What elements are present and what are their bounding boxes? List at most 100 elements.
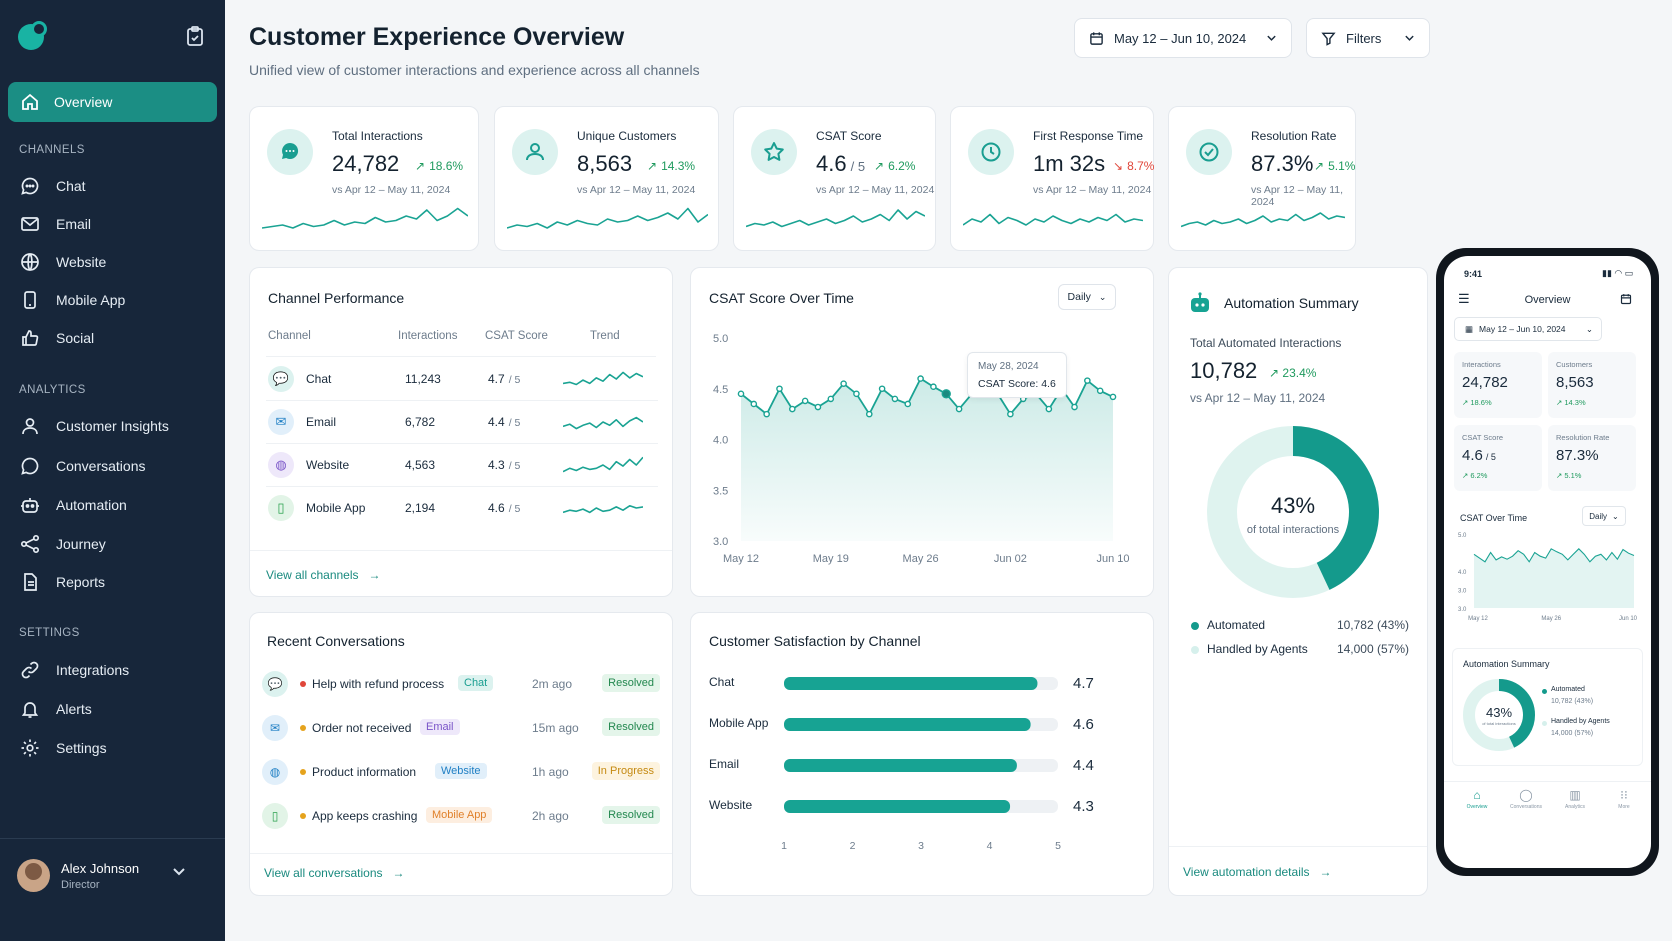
data-point[interactable] [917, 375, 924, 382]
data-point[interactable] [776, 385, 783, 393]
data-point[interactable] [865, 410, 873, 418]
bar[interactable] [784, 759, 1017, 772]
conversation-row[interactable]: 💬 Help with refund process Chat 2m ago Resol… [250, 665, 674, 705]
bar[interactable] [784, 677, 1038, 690]
app-logo[interactable] [18, 21, 47, 50]
clipboard-icon[interactable] [186, 26, 204, 46]
phone-date-picker[interactable]: ▦ May 12 – Jun 10, 2024 ⌄ [1454, 317, 1602, 341]
phone-tab-more[interactable]: ⁝⁝ More [1601, 788, 1647, 824]
data-point[interactable] [941, 389, 951, 399]
data-point[interactable] [1045, 405, 1053, 413]
data-point[interactable] [1096, 387, 1104, 395]
sidebar-item-settings[interactable]: Settings [20, 736, 107, 760]
filters-button[interactable]: Filters [1306, 18, 1430, 58]
phone-kpi-tile[interactable]: Interactions 24,782 ↗ 18.6% [1454, 352, 1542, 418]
data-point[interactable] [801, 397, 809, 405]
kpi-card[interactable]: First Response Time 1m 32s ↘ 8.7% vs Apr 12 … [950, 106, 1154, 251]
data-point[interactable] [904, 400, 912, 408]
chevron-down-icon[interactable] [172, 867, 186, 877]
data-point[interactable] [827, 395, 835, 403]
data-point[interactable] [840, 380, 847, 387]
channel-row[interactable]: ▯ Mobile App 2,194 4.6/ 5 [250, 487, 674, 530]
sidebar-item-reports[interactable]: Reports [20, 570, 105, 594]
channel-tag: Mobile App [426, 807, 493, 823]
data-point[interactable] [891, 395, 899, 403]
data-point[interactable] [1109, 393, 1117, 401]
kpi-card[interactable]: Total Interactions 24,782 ↗ 18.6% vs Apr 12 … [249, 106, 479, 251]
arrow-up-right-icon: ↗ [1462, 398, 1471, 407]
view-all-conversations-link[interactable]: View all conversations → [264, 866, 405, 880]
bar[interactable] [784, 800, 1011, 813]
sidebar: Overview CHANNELS Chat Email Website Mob… [0, 0, 225, 941]
data-point[interactable] [878, 385, 886, 393]
metric-label: Total Automated Interactions [1190, 336, 1342, 350]
bar-chart-icon: ▥ [1569, 788, 1581, 802]
channel-row[interactable]: ✉ Email 6,782 4.4/ 5 [250, 401, 674, 444]
kpi-card[interactable]: Unique Customers 8,563 ↗ 14.3% vs Apr 12 – M… [494, 106, 719, 251]
data-point[interactable] [930, 383, 937, 391]
tab-label: Analytics [1564, 804, 1585, 810]
data-point[interactable] [750, 400, 758, 408]
sidebar-item-automation[interactable]: Automation [20, 493, 127, 517]
phone-tab-overview[interactable]: ⌂ Overview [1454, 788, 1500, 824]
donut-segment-automated[interactable] [1207, 426, 1379, 598]
granularity-select[interactable]: Daily ⌄ [1058, 284, 1116, 310]
kpi-change: ↗ 18.6% [415, 159, 463, 173]
sidebar-item-journey[interactable]: Journey [20, 532, 106, 556]
donut-segment-automated[interactable] [1463, 679, 1535, 751]
date-range-picker[interactable]: May 12 – Jun 10, 2024 [1074, 18, 1292, 58]
legend-label: Handled by Agents [1207, 642, 1308, 656]
conversation-row[interactable]: ▯ App keeps crashing Mobile App 2h ago Resol… [250, 797, 674, 837]
data-point[interactable] [955, 405, 963, 413]
tile-value: 8,563 [1556, 374, 1594, 391]
phone-tab-conversations[interactable]: ◯ Conversations [1503, 788, 1549, 824]
sidebar-item-website[interactable]: Website [20, 250, 106, 274]
sidebar-item-alerts[interactable]: Alerts [20, 697, 92, 721]
y-tick-label: 4.0 [1458, 570, 1467, 576]
sidebar-item-social[interactable]: Social [20, 326, 94, 350]
data-point[interactable] [1084, 377, 1091, 384]
sidebar-item-label: Reports [56, 574, 106, 590]
kpi-card[interactable]: CSAT Score 4.6/ 5 ↗ 6.2% vs Apr 12 – May 11,… [733, 106, 936, 251]
phone-kpi-tile[interactable]: Resolution Rate 87.3% ↗ 5.1% [1548, 425, 1636, 491]
data-point[interactable] [814, 403, 822, 411]
tile-change: ↗ 18.6% [1462, 398, 1492, 407]
phone-granularity-select[interactable]: Daily ⌄ [1582, 506, 1626, 526]
kpi-change: ↗ 5.1% [1314, 159, 1355, 173]
phone-kpi-tile[interactable]: Customers 8,563 ↗ 14.3% [1548, 352, 1636, 418]
channel-performance-card: Channel Performance Channel Interactions… [249, 267, 673, 597]
sidebar-item-email[interactable]: Email [20, 212, 91, 236]
sidebar-item-customer-insights[interactable]: Customer Insights [20, 414, 169, 438]
divider [266, 356, 656, 357]
kpi-value-number: 1m 32s [1033, 151, 1106, 176]
data-point[interactable] [737, 390, 745, 398]
kpi-card[interactable]: Resolution Rate 87.3% ↗ 5.1% vs Apr 12 – May… [1168, 106, 1356, 251]
sidebar-item-mobile-app[interactable]: Mobile App [20, 288, 125, 312]
view-automation-details-link[interactable]: View automation details → [1183, 865, 1332, 879]
data-point[interactable] [763, 410, 770, 418]
conversation-row[interactable]: ◍ Product information Website 1h ago In Prog… [250, 753, 674, 793]
sidebar-item-integrations[interactable]: Integrations [20, 658, 129, 682]
data-point[interactable] [853, 390, 860, 398]
data-point[interactable] [789, 405, 796, 413]
user-profile[interactable]: Alex Johnson Director [0, 838, 225, 941]
conversation-row[interactable]: ✉ Order not received Email 15m ago Resolved [250, 709, 674, 749]
view-all-channels-link[interactable]: View all channels → [266, 568, 381, 582]
kpi-label: First Response Time [1033, 129, 1144, 143]
data-point[interactable] [1071, 403, 1078, 411]
sidebar-item-overview[interactable]: Overview [8, 82, 217, 122]
channel-row[interactable]: 💬 Chat 11,243 4.7/ 5 [250, 358, 674, 401]
bar[interactable] [784, 718, 1031, 731]
kpi-label: Resolution Rate [1251, 129, 1337, 143]
menu-icon[interactable]: ☰ [1458, 291, 1470, 306]
calendar-icon[interactable] [1620, 293, 1632, 305]
sidebar-item-label: Website [56, 254, 107, 270]
sidebar-item-conversations[interactable]: Conversations [20, 454, 146, 478]
sidebar-item-chat[interactable]: Chat [20, 174, 86, 198]
data-point[interactable] [1007, 410, 1014, 418]
phone-kpi-tile[interactable]: CSAT Score 4.6/ 5 ↗ 6.2% [1454, 425, 1542, 491]
csat-over-time-card: CSAT Score Over Time Daily ⌄ 5.0 4.5 4.0 3.5… [690, 267, 1154, 597]
channel-name: Email [306, 415, 337, 429]
phone-tab-analytics[interactable]: ▥ Analytics [1552, 788, 1598, 824]
channel-row[interactable]: ◍ Website 4,563 4.3/ 5 [250, 444, 674, 487]
